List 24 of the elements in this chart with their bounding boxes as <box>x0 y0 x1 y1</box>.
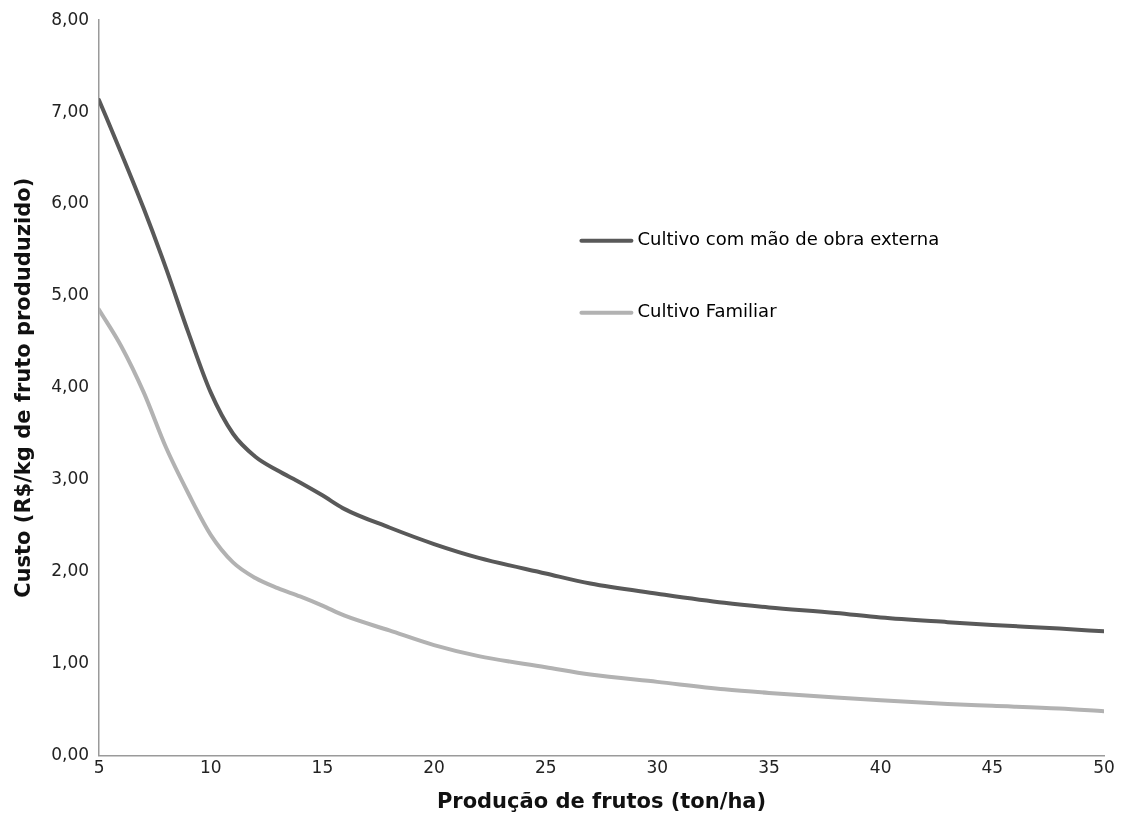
x-tick-label: 45 <box>981 757 1004 778</box>
legend-label: Cultivo Familiar <box>637 300 778 322</box>
x-tick-label: 20 <box>423 757 445 778</box>
legend-label: Cultivo com mão de obra externa <box>637 228 940 250</box>
y-tick-label: 1,00 <box>51 651 90 672</box>
x-tick-label: 40 <box>869 757 892 778</box>
x-tick-label: 50 <box>1093 757 1115 778</box>
y-tick-label: 3,00 <box>51 468 90 489</box>
y-axis-title: Custo (R$/kg de fruto produduzido) <box>11 177 36 598</box>
x-tick-label: 30 <box>646 757 669 778</box>
x-tick-label: 15 <box>311 757 334 778</box>
x-tick-label: 35 <box>758 757 780 778</box>
line-series <box>99 98 1104 634</box>
y-tick-label: 2,00 <box>51 560 90 581</box>
y-tick-label: 4,00 <box>51 376 90 397</box>
y-tick-label: 0,00 <box>51 743 90 764</box>
y-tick-label: 6,00 <box>51 192 90 213</box>
y-tick-label: 5,00 <box>51 284 90 305</box>
x-tick-label: 10 <box>199 757 222 778</box>
y-tick-label: 7,00 <box>51 100 90 121</box>
x-axis-title: Produção de frutos (ton/ha) <box>436 788 767 813</box>
x-tick-label: 25 <box>534 757 557 778</box>
y-tick-label: 8,00 <box>51 8 90 29</box>
x-tick-label: 5 <box>93 757 105 778</box>
